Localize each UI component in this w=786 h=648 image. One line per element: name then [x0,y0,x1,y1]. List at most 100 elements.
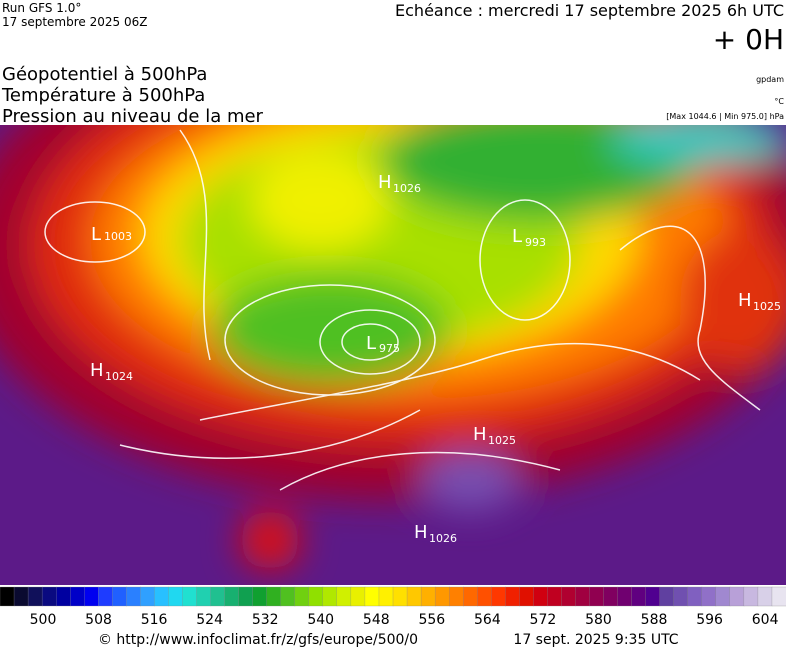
scale-swatch [757,586,773,607]
scale-swatch [55,586,71,607]
scale-swatch [687,586,703,607]
scale-swatch [406,586,422,607]
center-kind: H [378,172,392,193]
center-kind: H [414,522,428,543]
scale-label: 508 [85,612,112,628]
color-scale: 500 508 516 524 532 540 548 556 564 572 580 588 596 6… [0,586,786,628]
scale-swatch [112,586,127,607]
scale-swatch [729,586,745,607]
center-value: 993 [525,236,546,249]
scale-swatch [715,586,731,607]
scale-label: 540 [307,612,334,628]
scale-swatch [603,586,619,607]
scale-swatch [547,586,562,607]
scale-swatch [378,586,394,607]
scale-swatch [336,586,352,607]
unit-geopotential: gpdam [756,75,784,84]
scale-swatch [126,586,141,607]
offset: + 0H [713,23,784,56]
scale-swatch [13,586,29,607]
run-date: 17 septembre 2025 06Z [2,15,147,29]
scale-swatch [238,586,254,607]
scale-swatch [41,586,57,607]
center-value: 1026 [429,532,457,545]
scale-swatch [280,586,296,607]
center-value: 1025 [488,434,516,447]
scale-swatch [364,586,380,607]
scale-label: 532 [252,612,279,628]
scale-swatch [252,586,268,607]
scale-swatch [0,586,15,607]
map: L 1003 H 1024 H 1026 L 993 L 975 H 1025 … [0,125,786,585]
scale-swatch [673,586,689,607]
scale-swatch [434,586,450,607]
scale-swatch [617,586,633,607]
scale-label: 604 [752,612,779,628]
echeance: Echéance : mercredi 17 septembre 2025 6h… [395,1,784,20]
scale-label: 516 [141,612,168,628]
scale-swatch [308,586,324,607]
center-kind: H [90,360,104,381]
center-kind: L [91,224,101,245]
run-label: Run GFS 1.0° [2,1,81,15]
center-value: 975 [379,342,400,355]
center-kind: H [473,424,487,445]
scale-swatch [631,586,647,607]
scale-swatch [645,586,661,607]
title-1: Géopotentiel à 500hPa [2,64,207,85]
scale-swatch [70,586,85,607]
scale-swatch [294,586,310,607]
title-3: Pression au niveau de la mer [2,106,264,127]
center-value: 1026 [393,182,421,195]
scale-swatch [505,586,520,607]
center-kind: L [512,226,522,247]
scale-swatch [448,586,464,607]
center-value: 1024 [105,370,133,383]
scale-swatch [140,586,155,607]
scale-swatch [743,586,759,607]
scale-swatch [533,586,548,607]
scale-swatch [266,586,282,607]
scale-swatch [519,586,534,607]
center-value: 1025 [753,300,781,313]
scale-label: 556 [418,612,445,628]
scale-label: 564 [474,612,501,628]
scale-label: 580 [585,612,612,628]
scale-swatch [350,586,366,607]
scale-swatch [463,586,478,607]
scale-label: 548 [363,612,390,628]
scale-swatch [701,586,717,607]
scale-label: 596 [696,612,723,628]
scale-swatch [322,586,338,607]
scale-swatch [420,586,436,607]
footer-url: © http://www.infoclimat.fr/z/gfs/europe/… [98,632,418,648]
scale-swatch [561,586,576,607]
scale-swatch [224,586,240,607]
scale-swatch [168,586,183,607]
center-kind: L [366,333,376,354]
scale-swatch [98,586,113,607]
scale-swatch [771,586,786,607]
unit-temperature: °C [774,97,784,106]
scale-swatch [196,586,211,607]
scale-swatch [491,586,506,607]
footer-time: 17 sept. 2025 9:35 UTC [513,632,678,648]
scale-swatch [659,586,675,607]
scale-swatch [477,586,492,607]
scale-swatch [27,586,43,607]
unit-pressure: [Max 1044.6 | Min 975.0] hPa [666,112,784,121]
scale-swatch [84,586,99,607]
title-2: Température à 500hPa [1,85,205,106]
center-kind: H [738,290,752,311]
scale-swatch [589,586,604,607]
scale-swatch [182,586,197,607]
scale-swatch [575,586,590,607]
scale-label: 524 [196,612,223,628]
scale-swatch [210,586,226,607]
center-value: 1003 [104,230,132,243]
scale-swatch [154,586,169,607]
scale-label: 588 [641,612,668,628]
scale-label: 500 [30,612,57,628]
